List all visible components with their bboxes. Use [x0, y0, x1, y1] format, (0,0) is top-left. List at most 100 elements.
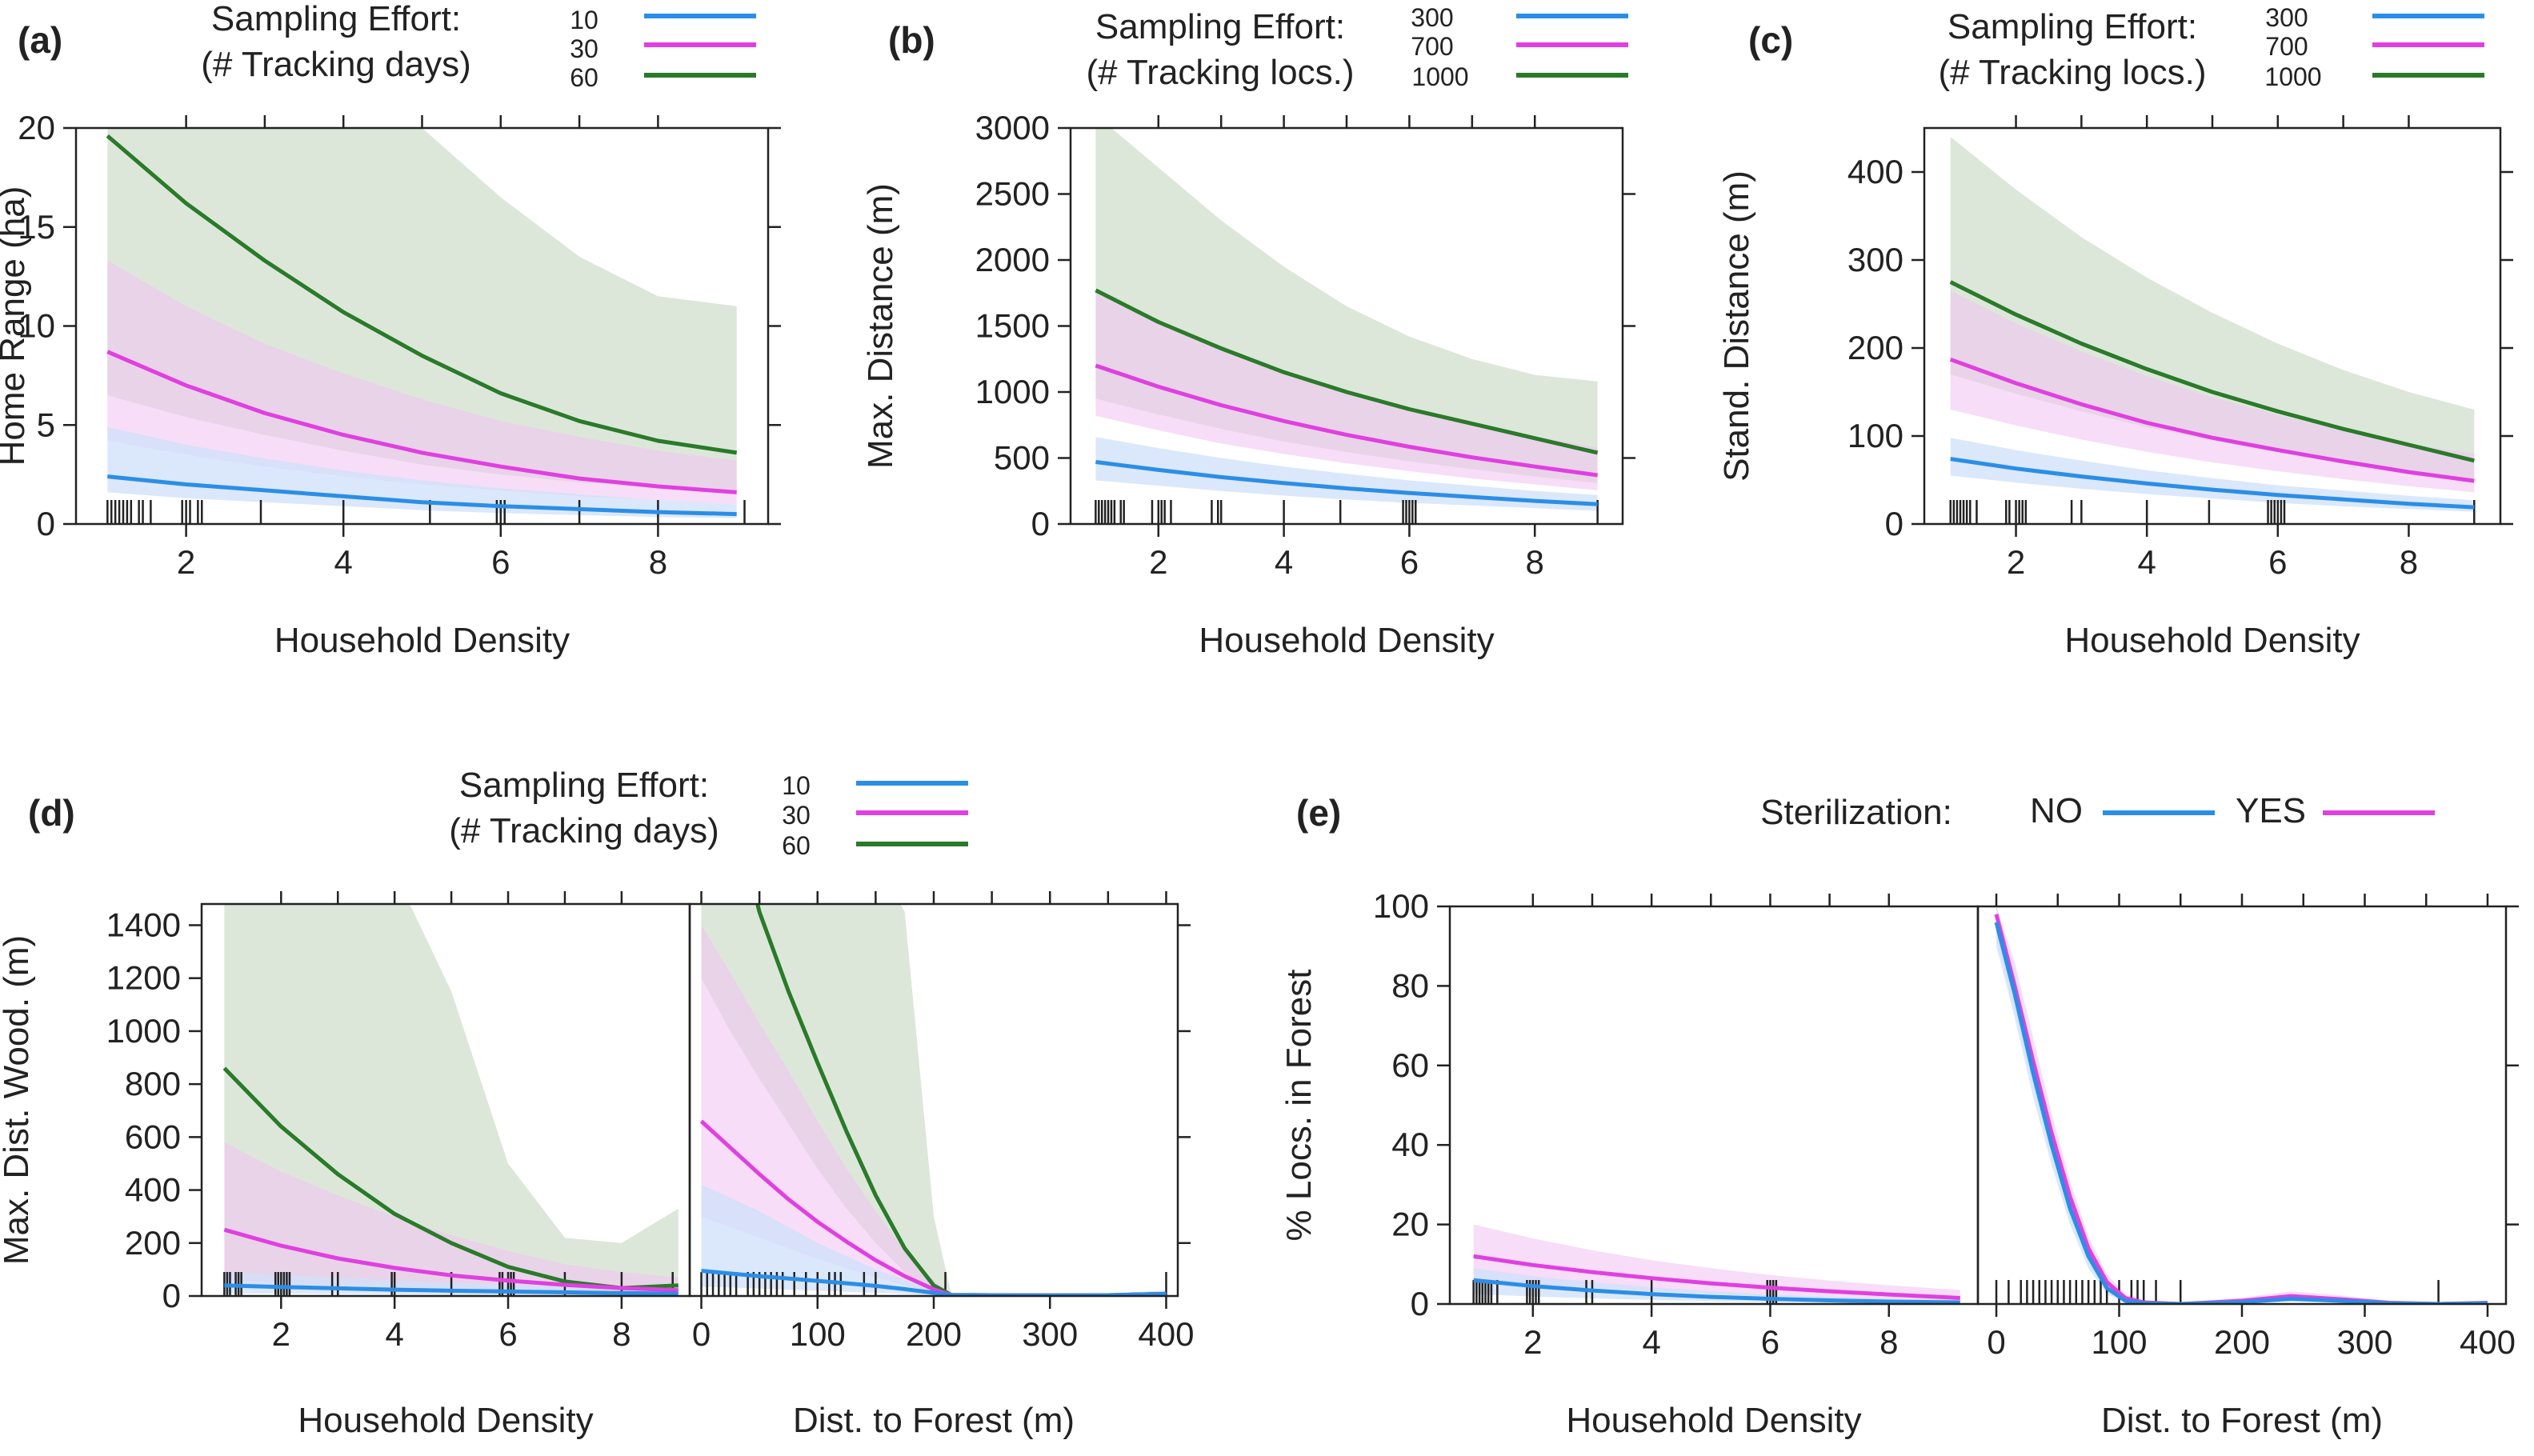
series-line-300 — [1095, 460, 1598, 506]
rug — [1949, 500, 2476, 524]
y-tick-label: 2500 — [975, 175, 1050, 213]
x-axis-label: Household Density — [298, 1401, 593, 1440]
panel-d-dist-to-forest: 0 100 200 300 400 Dist. to Forest (m) — [688, 891, 1195, 1440]
y-tick-label: 0 — [37, 505, 55, 542]
legend-c-level-3: 1000 — [2264, 62, 2321, 91]
y-tick-label: 20 — [18, 109, 55, 146]
panel-d-household-density: 2 4 6 8 0 200 400 600 800 1000 1200 1400 Household D… — [0, 891, 691, 1440]
ci-band-blue — [107, 426, 737, 518]
legend-b-level-3: 1000 — [1411, 62, 1468, 91]
x-axis-label: Household Density — [1199, 621, 1494, 660]
y-tick-label: 1200 — [106, 959, 181, 997]
panel-a-home-range: 2 4 6 8 0 5 10 15 20 Household Density Home Range … — [0, 109, 781, 660]
y-tick-label: 600 — [125, 1118, 181, 1155]
y-tick-label: 800 — [125, 1065, 181, 1102]
x-tick-label: 200 — [906, 1315, 962, 1353]
x-tick-label: 2 — [272, 1315, 290, 1353]
y-tick-label: 400 — [125, 1171, 181, 1209]
legend-c-level-1: 300 — [2265, 3, 2308, 32]
ci-band-magenta — [1996, 906, 2488, 1304]
series-line-10 — [224, 1283, 679, 1296]
x-axis-label: Household Density — [2064, 621, 2360, 660]
x-tick-label: 8 — [1879, 1323, 1898, 1361]
ci-band-blue — [701, 1184, 1167, 1296]
ci-band-green — [701, 904, 1167, 1296]
legend-c-title-line1: Sampling Effort: — [1948, 7, 2197, 46]
x-tick-label: 300 — [2336, 1323, 2392, 1361]
y-tick-label: 20 — [1391, 1206, 1429, 1243]
x-tick-label: 2 — [2007, 543, 2025, 581]
y-tick-label: 40 — [1391, 1126, 1429, 1163]
plot-area — [1949, 137, 2476, 524]
panel-c-stand-distance: 2 4 6 8 0 100 200 300 400 Household Density Stand.… — [1717, 115, 2513, 660]
y-tick-label: 400 — [1847, 153, 1904, 190]
x-tick-label: 2 — [1149, 543, 1167, 581]
x-tick-label: 100 — [2091, 1323, 2147, 1361]
series-line-NO — [1994, 922, 2488, 1304]
plot-area — [1472, 1224, 1960, 1304]
y-tick-label: 60 — [1391, 1046, 1429, 1084]
rug — [106, 500, 746, 524]
y-axis-label: % Locs. in Forest — [1279, 970, 1319, 1242]
panel-b-max-distance: 2 4 6 8 0 500 1000 1500 2000 2500 3000 Household De… — [861, 109, 1635, 660]
legend-c: Sampling Effort: (# Tracking locs.) 300 … — [1939, 3, 2484, 92]
x-axis-label: Dist. to Forest (m) — [793, 1401, 1075, 1440]
y-axis-label: Stand. Distance (m) — [1717, 170, 1756, 482]
y-tick-label: 300 — [1847, 241, 1904, 278]
y-tick-label: 1000 — [106, 1012, 181, 1050]
plot-frame — [1976, 905, 2508, 1306]
x-tick-label: 4 — [385, 1315, 403, 1353]
y-tick-label: 1400 — [106, 906, 181, 943]
panel-tag-a: (a) — [18, 19, 62, 61]
x-tick-label: 8 — [649, 543, 667, 581]
x-tick-label: 4 — [2138, 543, 2156, 581]
ci-band-blue — [1473, 1268, 1960, 1304]
y-tick-label: 3000 — [975, 109, 1050, 146]
x-axis-label: Dist. to Forest (m) — [2101, 1401, 2383, 1440]
plot-area — [1095, 128, 1599, 524]
legend-e: Sterilization: NO YES — [1760, 791, 2435, 832]
series-line-300 — [1950, 457, 2475, 510]
ci-band-magenta — [1095, 293, 1598, 490]
y-tick-label: 0 — [1885, 505, 1904, 542]
legend-a-level-2: 30 — [570, 34, 598, 63]
x-tick-label: 200 — [2214, 1323, 2270, 1361]
ci-band-magenta — [1950, 290, 2475, 493]
x-tick-label: 6 — [491, 543, 510, 581]
legend-a: Sampling Effort: (# Tracking days) 10 30… — [201, 0, 756, 92]
y-tick-label: 0 — [162, 1277, 181, 1314]
x-tick-label: 2 — [177, 543, 195, 581]
y-axis-label: Home Range (ha) — [0, 186, 32, 466]
legend-e-level-no: NO — [2030, 791, 2083, 830]
y-tick-label: 15 — [18, 208, 55, 246]
panel-tag-c: (c) — [1748, 19, 1793, 61]
x-tick-label: 4 — [334, 543, 353, 581]
series-line-30 — [223, 1227, 679, 1293]
x-tick-label: 400 — [1138, 1315, 1194, 1353]
series-line-30 — [106, 350, 737, 494]
legend-d-level-2: 30 — [782, 801, 811, 830]
legend-d-level-1: 10 — [782, 771, 811, 800]
legend-b-level-1: 300 — [1411, 3, 1453, 32]
ci-band-magenta — [701, 925, 1167, 1296]
legend-a-level-1: 10 — [570, 6, 598, 34]
x-tick-label: 8 — [1526, 543, 1544, 581]
y-tick-label: 100 — [1373, 887, 1429, 925]
x-tick-label: 4 — [1275, 543, 1293, 581]
panel-tag-d: (d) — [28, 792, 75, 834]
y-tick-label: 500 — [994, 439, 1050, 477]
x-tick-label: 8 — [612, 1315, 630, 1353]
legend-e-title: Sterilization: — [1760, 793, 1952, 832]
series-line-1000 — [1949, 280, 2475, 463]
x-axis-label: Household Density — [274, 621, 570, 660]
series-line-700 — [1095, 363, 1598, 478]
legend-c-level-2: 700 — [2265, 32, 2308, 61]
y-tick-label: 80 — [1391, 966, 1429, 1004]
legend-a-title-line1: Sampling Effort: — [211, 0, 461, 38]
legend-b-title-line1: Sampling Effort: — [1095, 7, 1345, 46]
legend-d-title-line1: Sampling Effort: — [459, 766, 709, 805]
legend-e-level-yes: YES — [2236, 791, 2306, 830]
x-tick-label: 8 — [2400, 543, 2418, 581]
